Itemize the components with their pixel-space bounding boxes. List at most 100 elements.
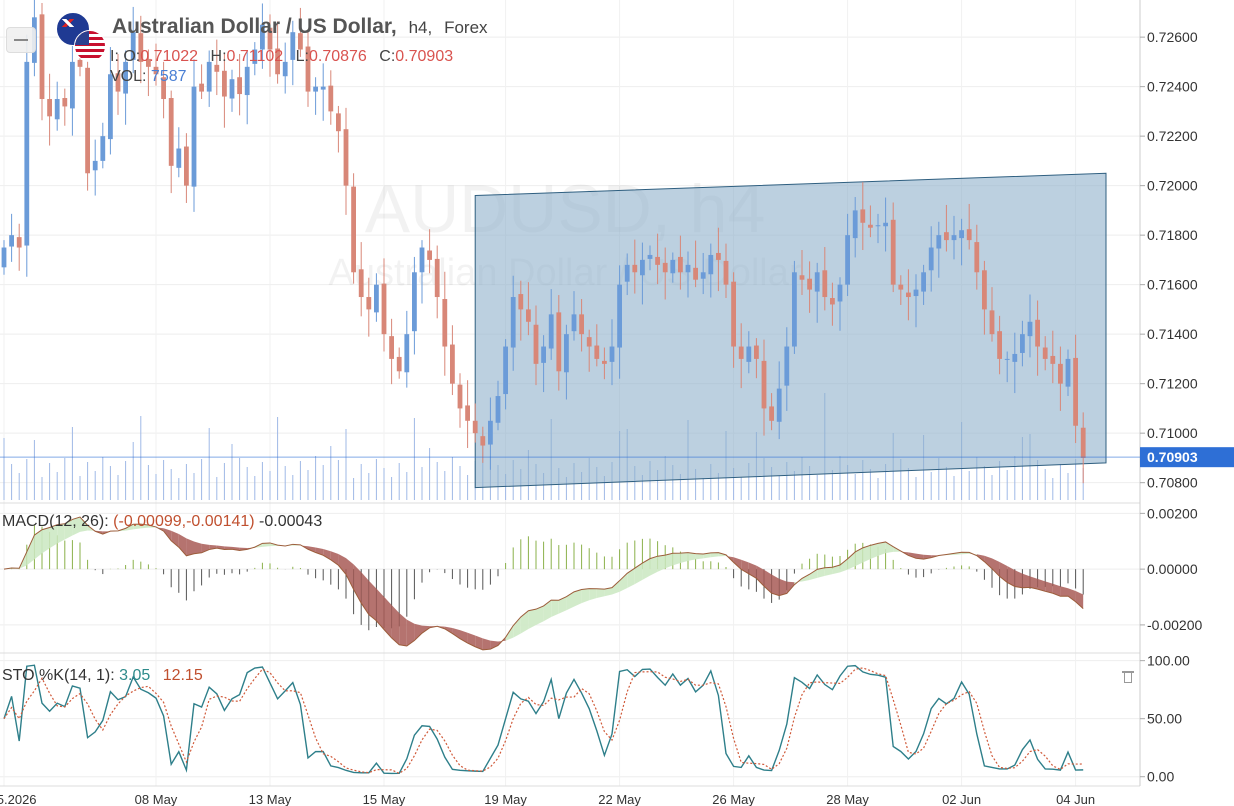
macd-fill <box>475 635 483 650</box>
macd-fill <box>513 616 521 638</box>
macd-fill <box>1030 576 1038 590</box>
macd-fill <box>771 574 780 596</box>
macd-fill <box>178 534 187 556</box>
macd-fill <box>650 556 658 576</box>
candle-body <box>761 360 767 409</box>
macd-fill <box>1068 588 1076 602</box>
macd-fill <box>786 581 795 594</box>
candle-body <box>412 272 417 332</box>
candle-body <box>913 289 919 297</box>
candle-body <box>168 98 174 166</box>
candle-body <box>480 436 486 446</box>
x-tick-label: 02 Jun <box>942 792 981 806</box>
candle-body <box>336 113 341 132</box>
sto-legend: STO %K(14, 1): 3.05 12.15 <box>2 667 203 685</box>
x-tick-label: 06.05.2026 <box>0 792 37 806</box>
candle-body <box>1080 427 1086 458</box>
candle-body <box>343 129 349 186</box>
macd-fill <box>809 569 818 581</box>
macd-fill <box>824 567 833 576</box>
candle-body <box>769 406 774 421</box>
x-tick-label: 15 May <box>363 792 406 806</box>
candle-body <box>70 61 75 109</box>
candle-body <box>434 258 440 298</box>
candle-body <box>875 225 881 227</box>
candle-body <box>746 346 752 362</box>
macd-fill <box>695 553 704 560</box>
candle-body <box>594 345 600 359</box>
macd-legend-histogram: -0.00043 <box>259 513 323 530</box>
candle-body <box>495 396 501 423</box>
candle-body <box>488 420 493 445</box>
x-tick-label: 22 May <box>598 792 641 806</box>
macd-fill <box>1007 566 1015 587</box>
candle-body <box>868 224 873 228</box>
macd-fill <box>551 600 559 617</box>
candle-body <box>723 260 729 285</box>
candle-body <box>39 14 45 100</box>
candle-body <box>982 270 987 310</box>
menu-button[interactable] <box>6 27 36 53</box>
candle-body <box>814 272 820 292</box>
candle-body <box>298 33 303 50</box>
candle-body <box>244 66 250 96</box>
macd-fill <box>885 541 894 554</box>
candle-body <box>928 247 934 271</box>
macd-fill <box>992 558 1000 577</box>
candle-body <box>708 254 714 275</box>
candle-body <box>442 299 448 347</box>
candle-body <box>754 345 759 359</box>
candle-body <box>1027 321 1033 337</box>
candle-body <box>510 297 516 348</box>
candle-body <box>191 86 197 187</box>
candle-body <box>944 232 949 241</box>
macd-fill <box>642 558 650 580</box>
candle-body <box>457 384 463 409</box>
macd-fill <box>133 524 141 530</box>
candle-body <box>1035 319 1040 347</box>
candle-body <box>951 235 957 241</box>
minus-icon <box>14 39 28 41</box>
macd-fill <box>1045 581 1053 594</box>
candle-body <box>784 346 790 386</box>
candle-body <box>609 346 615 362</box>
candle-body <box>822 270 828 298</box>
candle-body <box>54 99 60 120</box>
candle-body <box>716 252 721 260</box>
macd-fill <box>338 554 346 575</box>
candle-body <box>419 247 425 273</box>
macd-fill <box>634 563 643 585</box>
macd-fill <box>80 517 88 532</box>
candle-body <box>115 73 121 92</box>
macd-fill <box>558 596 567 614</box>
macd-fill <box>536 605 544 626</box>
macd-fill <box>908 552 916 559</box>
macd-legend-name: MACD(12, 26): <box>2 513 109 530</box>
candle-body <box>24 61 30 246</box>
candle-body <box>1004 358 1010 360</box>
macd-fill <box>186 538 194 556</box>
price-channel[interactable] <box>474 172 1107 489</box>
macd-fill <box>232 546 240 551</box>
candle-body <box>776 388 782 422</box>
candle-body <box>579 314 584 335</box>
macd-fill <box>406 619 415 646</box>
macd-fill <box>384 596 392 638</box>
sto-k-line <box>3 664 1084 775</box>
macd-fill <box>368 580 377 621</box>
candle-body <box>1065 358 1071 387</box>
candle-body <box>936 235 942 249</box>
x-tick-label: 13 May <box>249 792 292 806</box>
candle-body <box>564 334 569 373</box>
macd-fill <box>802 574 810 582</box>
trash-icon[interactable] <box>1122 670 1134 684</box>
candle-body <box>845 235 850 285</box>
sto-legend-name: STO %K(14, 1): <box>2 667 115 684</box>
candle-body <box>9 235 14 247</box>
candle-body <box>199 83 204 92</box>
macd-fill <box>1014 570 1023 588</box>
candle-body <box>617 284 622 348</box>
candle-body <box>85 67 90 174</box>
candle-body <box>328 85 334 112</box>
candle-body <box>77 59 83 67</box>
